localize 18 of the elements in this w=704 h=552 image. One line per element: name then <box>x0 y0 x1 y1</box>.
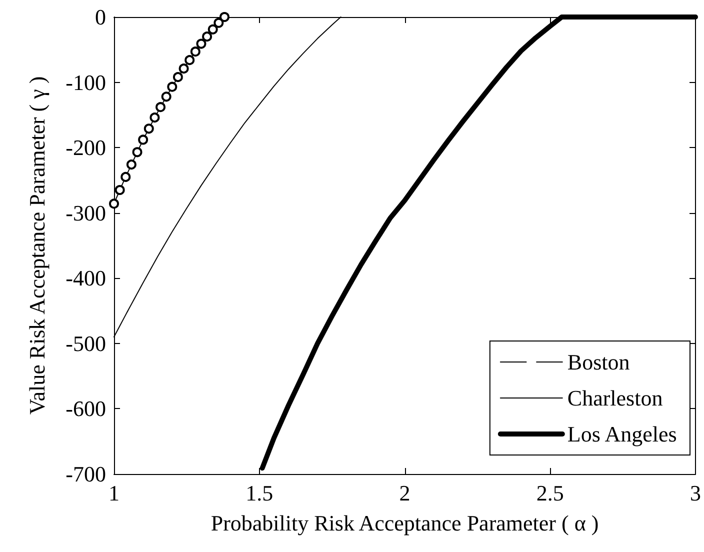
legend-label: Los Angeles <box>567 422 677 446</box>
y-tick-label: -600 <box>66 396 106 422</box>
y-axis-title: Value Risk Acceptance Parameter ( γ ) <box>24 76 50 415</box>
y-tick-label: -200 <box>66 135 106 160</box>
y-tick-label: -700 <box>66 462 106 486</box>
legend-label: Boston <box>567 350 630 374</box>
x-tick-label: 1.5 <box>246 480 274 506</box>
y-tick-label: -300 <box>66 200 106 226</box>
x-tick-label: 2.5 <box>536 480 564 506</box>
legend-label: Charleston <box>567 386 663 410</box>
x-axis-title: Probability Risk Acceptance Parameter ( α ) <box>210 510 599 536</box>
y-tick-label: -500 <box>66 330 106 356</box>
x-tick-label: 3 <box>690 480 701 506</box>
y-tick-label: -400 <box>66 266 106 291</box>
y-tick-label: 0 <box>95 4 106 30</box>
y-tick-label: -100 <box>66 70 106 95</box>
x-tick-label: 2 <box>399 480 410 506</box>
x-tick-label: 1 <box>108 480 120 506</box>
